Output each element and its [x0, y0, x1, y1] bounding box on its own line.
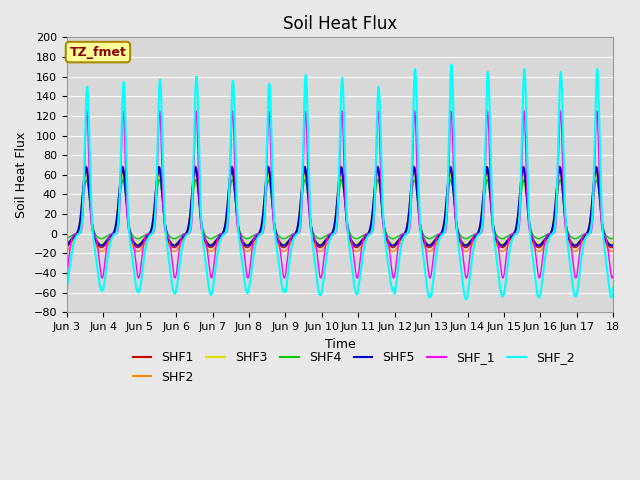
- SHF4: [415, 215, 423, 221]
- SHF3: [415, 215, 423, 220]
- SHF2: [63, 248, 70, 253]
- SHF_1: [593, 108, 601, 114]
- SHF_2: [609, 285, 617, 290]
- SHF1: [607, 245, 615, 251]
- SHF_2: [607, 295, 615, 300]
- SHF_2: [415, 203, 423, 208]
- SHF3: [493, 236, 501, 242]
- SHF5: [607, 243, 615, 249]
- Line: SHF_1: SHF_1: [67, 111, 613, 278]
- SHF_1: [609, 272, 617, 278]
- SHF_1: [174, 258, 182, 264]
- SHF4: [174, 234, 182, 240]
- SHF4: [607, 236, 615, 241]
- Line: SHF2: SHF2: [67, 166, 613, 252]
- SHF_1: [415, 223, 423, 228]
- SHF1: [268, 188, 275, 194]
- SHF1: [493, 240, 501, 245]
- SHF3: [520, 172, 527, 178]
- SHF2: [280, 249, 287, 254]
- Text: TZ_fmet: TZ_fmet: [70, 46, 126, 59]
- SHF_2: [63, 285, 70, 290]
- SHF3: [180, 233, 188, 239]
- SHF1: [97, 245, 105, 251]
- SHF_2: [180, 238, 188, 244]
- SHF_2: [174, 277, 182, 283]
- SHF3: [97, 241, 105, 247]
- SHF1: [63, 244, 70, 250]
- SHF5: [268, 190, 275, 195]
- SHF_2: [493, 260, 501, 266]
- SHF5: [63, 242, 70, 248]
- Y-axis label: Soil Heat Flux: Soil Heat Flux: [15, 132, 28, 218]
- SHF3: [63, 240, 70, 246]
- SHF_1: [609, 275, 616, 281]
- SHF5: [520, 164, 527, 170]
- SHF_1: [607, 274, 615, 279]
- SHF2: [607, 249, 615, 254]
- SHF_1: [180, 231, 188, 237]
- SHF3: [174, 239, 182, 244]
- SHF2: [268, 186, 275, 192]
- SHF5: [174, 240, 182, 246]
- SHF_2: [447, 62, 455, 68]
- Title: Soil Heat Flux: Soil Heat Flux: [283, 15, 397, 33]
- SHF1: [338, 168, 346, 173]
- SHF3: [607, 241, 615, 247]
- SHF4: [134, 236, 141, 241]
- SHF_1: [493, 237, 501, 242]
- SHF2: [556, 163, 563, 169]
- SHF1: [609, 244, 617, 250]
- SHF5: [180, 233, 188, 239]
- SHF2: [180, 237, 188, 242]
- Line: SHF1: SHF1: [67, 170, 613, 248]
- SHF4: [493, 233, 501, 239]
- SHF4: [180, 231, 188, 237]
- Line: SHF3: SHF3: [67, 175, 613, 244]
- Line: SHF_2: SHF_2: [67, 65, 613, 300]
- SHF1: [180, 235, 188, 240]
- Line: SHF5: SHF5: [67, 167, 613, 246]
- SHF3: [268, 191, 275, 196]
- SHF1: [174, 242, 182, 248]
- SHF2: [493, 242, 501, 248]
- SHF_2: [268, 126, 275, 132]
- SHF1: [415, 216, 423, 221]
- SHF2: [415, 214, 423, 220]
- SHF5: [609, 242, 617, 248]
- SHF3: [609, 240, 617, 246]
- SHF2: [174, 246, 182, 252]
- SHF4: [63, 235, 70, 241]
- SHF4: [609, 235, 617, 241]
- Line: SHF4: SHF4: [67, 180, 613, 239]
- SHF_1: [268, 169, 275, 175]
- SHF2: [609, 248, 617, 253]
- X-axis label: Time: Time: [324, 337, 355, 351]
- SHF5: [97, 243, 105, 249]
- Legend: SHF1, SHF2, SHF3, SHF4, SHF5, SHF_1, SHF_2: SHF1, SHF2, SHF3, SHF4, SHF5, SHF_1, SHF…: [127, 347, 580, 389]
- SHF_1: [63, 272, 70, 278]
- SHF_2: [462, 297, 470, 302]
- SHF4: [268, 193, 275, 199]
- SHF4: [593, 177, 600, 183]
- SHF5: [493, 238, 501, 243]
- SHF5: [415, 216, 423, 222]
